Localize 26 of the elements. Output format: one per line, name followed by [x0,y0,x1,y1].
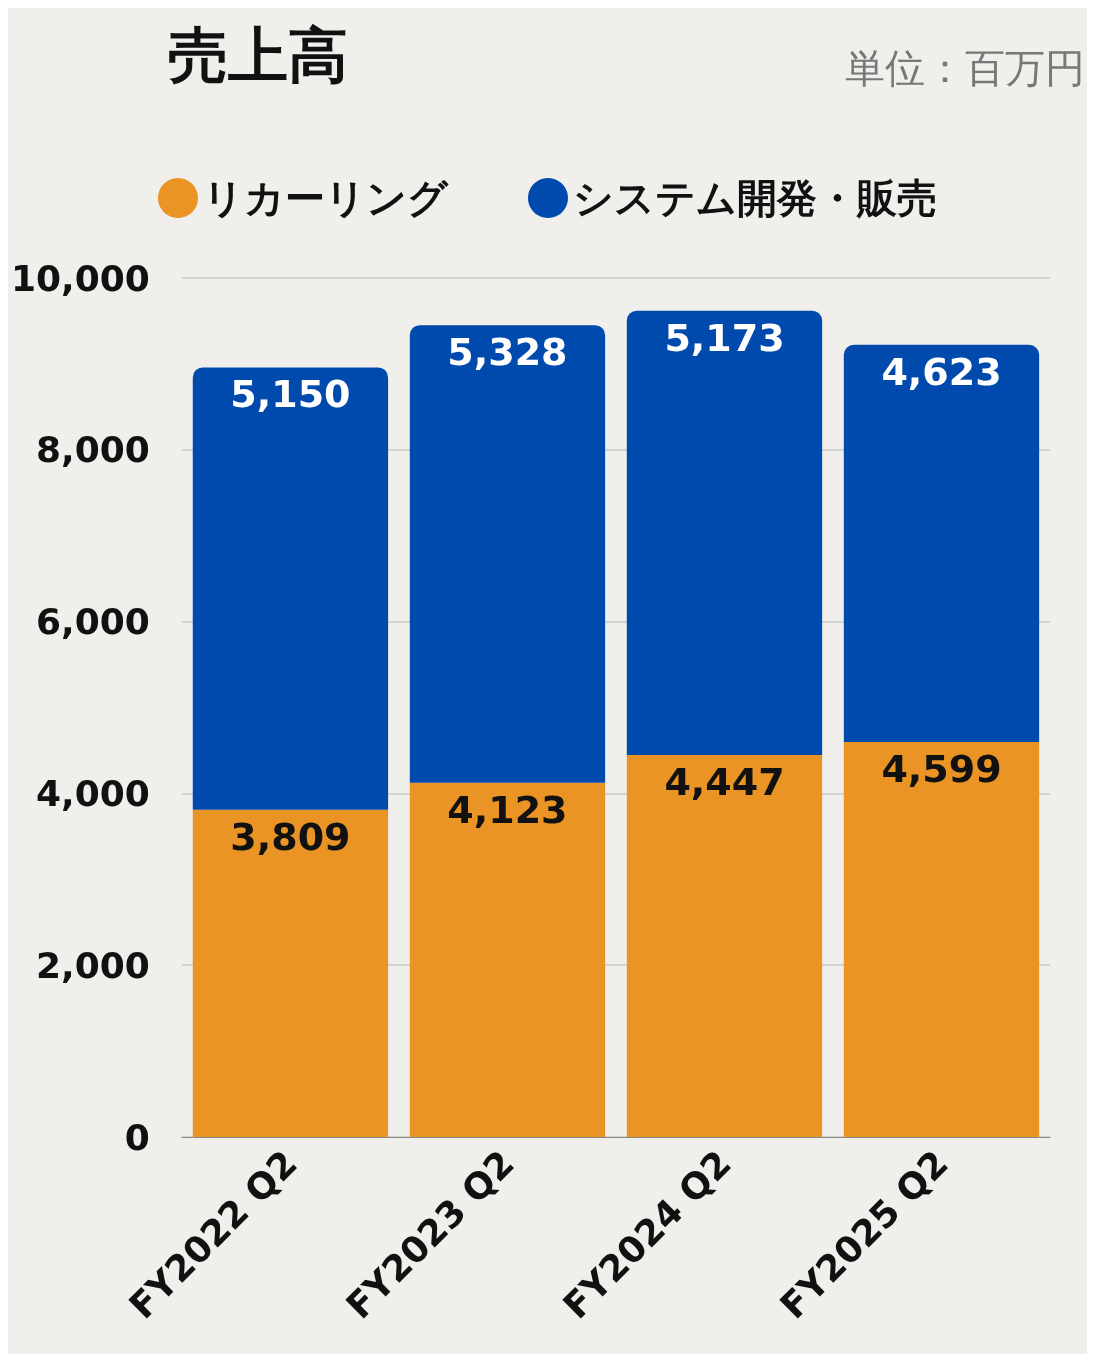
bar [192,367,389,810]
bar [192,809,389,1137]
y-tick-label: 4,000 [36,772,150,814]
bar [409,782,606,1137]
data-label: 5,328 [447,330,568,375]
y-tick-label: 10,000 [11,257,150,299]
data-label: 4,123 [447,787,568,832]
bar [843,741,1040,1137]
text: 単位：百万円 [845,45,1085,91]
data-label: 5,173 [664,315,785,360]
bar [843,344,1040,742]
bar [626,310,823,755]
data-label: 5,150 [230,372,351,417]
y-tick-label: 8,000 [36,429,150,471]
legend-label: システム開発・販売 [573,175,937,221]
chart-title: 売上高 [168,20,348,90]
y-tick-label: 0 [124,1116,150,1158]
bar [626,755,823,1137]
data-label: 4,623 [881,349,1002,394]
data-label: 4,447 [664,760,785,804]
bar [409,325,606,783]
legend-label: リカーリング [203,175,449,221]
y-tick-label: 2,000 [36,944,150,986]
y-tick-label: 6,000 [36,601,150,643]
data-label: 4,599 [881,746,1002,791]
data-label: 3,809 [230,814,351,859]
